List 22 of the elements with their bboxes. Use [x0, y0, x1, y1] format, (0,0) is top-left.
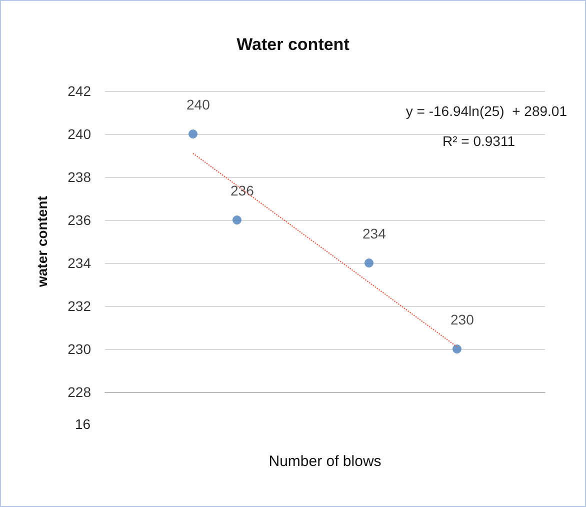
annotation: R² = 0.9311: [442, 133, 516, 149]
data-label: 240: [186, 96, 210, 112]
y-tick-label: 232: [68, 298, 92, 314]
chart-title: Water content: [236, 35, 350, 54]
y-tick-label: 238: [68, 169, 92, 185]
point: [232, 216, 242, 224]
y-tick-label: 236: [68, 212, 92, 228]
data-label: 230: [450, 312, 474, 328]
data-label: 236: [230, 182, 254, 198]
point: [188, 130, 198, 138]
point: [452, 344, 462, 354]
y-axis-title: water content: [34, 196, 50, 288]
y-tick-label: 240: [68, 126, 92, 142]
y-tick-label: 228: [68, 384, 92, 400]
text: 16: [75, 416, 91, 432]
y-tick-label: 234: [68, 255, 92, 271]
data-label: 234: [362, 226, 386, 242]
y-tick-label: 242: [68, 83, 92, 99]
annotation: y = -16.94ln(25) + 289.01: [406, 103, 568, 119]
point: [364, 258, 374, 268]
y-tick-label: 230: [68, 341, 92, 357]
x-axis-title: Number of blows: [268, 453, 382, 470]
